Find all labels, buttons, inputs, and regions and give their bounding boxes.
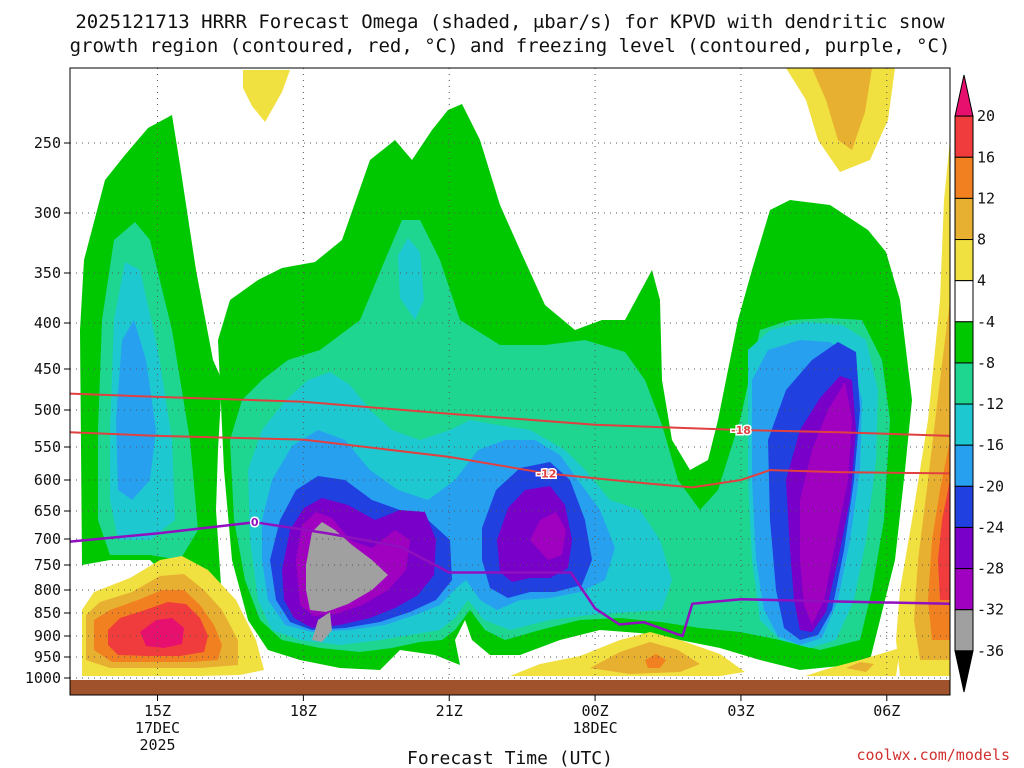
colorbar-swatch-8 bbox=[954, 403, 974, 446]
colorbar-swatch-2 bbox=[954, 156, 974, 199]
omega-lowerleft-pink bbox=[140, 618, 184, 648]
credit-text: coolwx.com/models bbox=[856, 746, 1010, 764]
omega-center-gray bbox=[306, 522, 388, 612]
colorbar-swatch-4 bbox=[954, 239, 974, 282]
colorbar-label-1: 16 bbox=[977, 148, 995, 166]
colorbar-label-8: -16 bbox=[977, 436, 1004, 454]
plot-area: -18 -12 0 bbox=[70, 68, 950, 695]
colorbar-label-0: 20 bbox=[977, 107, 995, 125]
colorbar-swatch-3 bbox=[954, 197, 974, 241]
x-tick-year-15Z: 2025 bbox=[139, 736, 175, 754]
y-tick-label-550: 550 bbox=[34, 438, 61, 456]
dgz-contour-minus12 bbox=[70, 431, 950, 489]
omega-rightedge-red bbox=[938, 480, 950, 600]
colorbar-label-7: -12 bbox=[977, 395, 1004, 413]
colorbar-label-6: -8 bbox=[977, 354, 995, 372]
chart-title-line-1: 2025121713 HRRR Forecast Omega (shaded, … bbox=[75, 11, 945, 33]
colorbar-swatch-12 bbox=[954, 568, 974, 611]
dgz-contour-minus18 bbox=[70, 392, 950, 437]
y-tick-label-750: 750 bbox=[34, 556, 61, 574]
colorbar-label-13: -36 bbox=[977, 642, 1004, 660]
colorbar-swatch-11 bbox=[954, 526, 974, 570]
dgz-contour-minus18-label: -18 bbox=[731, 424, 751, 437]
y-tick-label-350: 350 bbox=[34, 264, 61, 282]
omega-right-violet bbox=[800, 382, 852, 625]
freezing-level-contour bbox=[70, 520, 950, 638]
y-tick-label-450: 450 bbox=[34, 360, 61, 378]
colorbar-label-9: -20 bbox=[977, 477, 1004, 495]
y-tick-label-600: 600 bbox=[34, 471, 61, 489]
colorbar-label-2: 12 bbox=[977, 189, 995, 207]
y-tick-label-1000: 1000 bbox=[25, 669, 61, 687]
y-axis: 250 300 350 400 450 500 550 600 650 700 750 800 850 9… bbox=[25, 134, 70, 687]
colorbar-swatch-7 bbox=[954, 362, 974, 405]
y-tick-label-650: 650 bbox=[34, 502, 61, 520]
y-tick-label-900: 900 bbox=[34, 627, 61, 645]
x-tick-label-00Z: 00Z bbox=[582, 702, 609, 720]
colorbar-cap-bottom bbox=[954, 650, 974, 693]
colorbar-swatch-5 bbox=[954, 280, 974, 323]
y-tick-label-800: 800 bbox=[34, 581, 61, 599]
y-tick-label-500: 500 bbox=[34, 401, 61, 419]
y-tick-label-400: 400 bbox=[34, 314, 61, 332]
ground-surface bbox=[70, 680, 950, 695]
x-tick-label-21Z: 21Z bbox=[436, 702, 463, 720]
x-tick-label-15Z: 15Z bbox=[144, 702, 171, 720]
omega-bottom-darkyellow bbox=[590, 642, 700, 674]
omega-center-cyan-upper bbox=[398, 238, 424, 320]
x-tick-label-18Z: 18Z bbox=[290, 702, 317, 720]
omega-top-yellow-blob bbox=[243, 70, 290, 122]
colorbar-label-12: -32 bbox=[977, 601, 1004, 619]
y-tick-label-950: 950 bbox=[34, 648, 61, 666]
contour-lines: -18 -12 0 bbox=[70, 392, 950, 638]
colorbar-label-10: -24 bbox=[977, 518, 1004, 536]
y-tick-label-850: 850 bbox=[34, 604, 61, 622]
omega-center-violet-2 bbox=[530, 512, 566, 560]
colorbar-label-3: 8 bbox=[977, 231, 986, 249]
colorbar-swatch-1 bbox=[954, 115, 974, 158]
x-axis-title: Forecast Time (UTC) bbox=[407, 748, 613, 768]
omega-center-gray-lower bbox=[312, 612, 332, 642]
plot-frame bbox=[69, 67, 951, 696]
x-tick-date-00Z: 18DEC bbox=[573, 719, 618, 737]
colorbar-swatch-13 bbox=[954, 609, 974, 652]
omega-rightbottom-yellow bbox=[805, 648, 900, 676]
x-tick-label-03Z: 03Z bbox=[727, 702, 754, 720]
y-tick-label-300: 300 bbox=[34, 204, 61, 222]
colorbar-label-5: -4 bbox=[977, 313, 995, 331]
dgz-contour-minus12-label: -12 bbox=[537, 467, 557, 480]
chart-title-line-2: growth region (contoured, red, °C) and f… bbox=[70, 35, 951, 57]
colorbar-label-11: -28 bbox=[977, 560, 1004, 578]
colorbar-cap-top bbox=[954, 74, 974, 117]
y-tick-label-250: 250 bbox=[34, 134, 61, 152]
y-tick-label-700: 700 bbox=[34, 530, 61, 548]
omega-topright-orange bbox=[812, 68, 872, 150]
omega-rightbottom-darkyellow bbox=[846, 662, 874, 672]
colorbar-swatch-6 bbox=[954, 321, 974, 364]
grid-lines bbox=[70, 68, 950, 695]
x-tick-date-15Z: 17DEC bbox=[135, 719, 180, 737]
omega-shading bbox=[80, 68, 950, 676]
omega-bottom-orange bbox=[645, 654, 666, 668]
freezing-level-contour-label: 0 bbox=[251, 516, 259, 529]
colorbar-swatch-9 bbox=[954, 444, 974, 487]
x-tick-label-06Z: 06Z bbox=[873, 702, 900, 720]
colorbar: 20 16 12 8 4 -4 -8 -12 -16 -20 -24 -28 -32 -36 bbox=[954, 74, 1004, 693]
colorbar-swatch-10 bbox=[954, 485, 974, 528]
colorbar-label-4: 4 bbox=[977, 272, 986, 290]
